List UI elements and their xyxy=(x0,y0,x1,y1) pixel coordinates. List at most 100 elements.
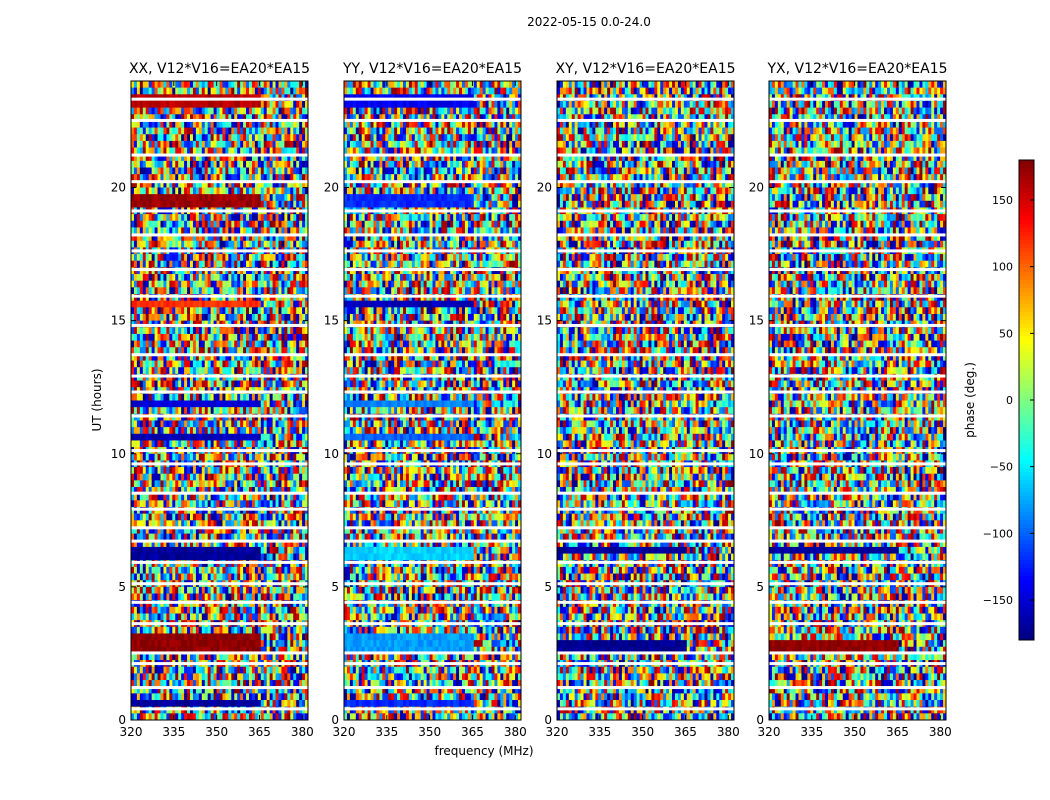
heatmap-cell xyxy=(195,187,200,195)
heatmap-cell xyxy=(246,174,250,182)
heatmap-cell xyxy=(296,407,300,415)
heatmap-cell xyxy=(263,427,268,435)
heatmap-cell xyxy=(225,400,229,408)
heatmap-cell xyxy=(219,333,223,341)
heatmap-cell xyxy=(169,187,173,195)
heatmap-cell xyxy=(192,613,197,621)
heatmap-cell xyxy=(187,120,191,128)
heatmap-cell xyxy=(157,107,161,115)
heatmap-cell xyxy=(181,287,185,295)
heatmap-cell xyxy=(160,274,164,282)
heatmap-cell xyxy=(178,254,182,262)
heatmap-cell xyxy=(187,140,191,148)
heatmap-cell xyxy=(281,234,285,242)
heatmap-cell xyxy=(192,500,197,508)
heatmap-cell xyxy=(272,327,276,335)
heatmap-cell xyxy=(213,260,217,268)
heatmap-cell xyxy=(133,107,138,115)
heatmap-cell xyxy=(148,407,153,415)
heatmap-cell xyxy=(131,633,135,641)
heatmap-cell xyxy=(266,234,271,242)
heatmap-cell xyxy=(187,227,191,235)
heatmap-cell xyxy=(160,393,164,401)
heatmap-cell xyxy=(243,380,247,388)
heatmap-cell xyxy=(181,487,185,495)
heatmap-cell xyxy=(163,420,167,428)
heatmap-cell xyxy=(169,573,173,581)
heatmap-cell xyxy=(145,487,150,495)
heatmap-cell xyxy=(219,180,223,188)
heatmap-cell xyxy=(181,300,185,308)
heatmap-cell xyxy=(260,360,265,368)
heatmap-cell xyxy=(222,307,226,315)
heatmap-cell xyxy=(287,147,291,155)
heatmap-cell xyxy=(219,367,223,375)
heatmap-cell xyxy=(234,140,238,148)
heatmap-cell xyxy=(246,154,250,162)
heatmap-cell xyxy=(178,307,182,315)
heatmap-cell xyxy=(169,546,173,554)
heatmap-cell xyxy=(131,180,135,188)
heatmap-cell xyxy=(204,353,209,361)
heatmap-cell xyxy=(190,513,194,521)
heatmap-cell xyxy=(299,140,303,148)
heatmap-cell xyxy=(269,553,273,561)
heatmap-cell xyxy=(240,593,244,601)
heatmap-cell xyxy=(251,180,256,188)
heatmap-cell xyxy=(260,120,265,128)
heatmap-cell xyxy=(275,287,279,295)
heatmap-cell xyxy=(225,107,229,115)
heatmap-cell xyxy=(269,200,273,208)
heatmap-cell xyxy=(257,606,262,614)
heatmap-cell xyxy=(222,227,226,235)
heatmap-cell xyxy=(181,134,185,142)
heatmap-cell xyxy=(284,200,288,208)
heatmap-cell xyxy=(293,274,297,282)
heatmap-cell xyxy=(237,540,241,548)
heatmap-cell xyxy=(222,180,226,188)
heatmap-cell xyxy=(263,613,268,621)
heatmap-cell xyxy=(305,313,309,322)
heatmap-cell xyxy=(154,160,158,168)
heatmap-cell xyxy=(240,260,244,268)
heatmap-cell xyxy=(169,127,173,135)
heatmap-cell xyxy=(293,480,297,488)
heatmap-cell xyxy=(195,407,200,415)
heatmap-cell xyxy=(246,260,250,268)
heatmap-cell xyxy=(243,240,247,248)
heatmap-cell xyxy=(195,327,200,335)
heatmap-cell xyxy=(219,427,223,435)
heatmap-cell xyxy=(305,433,309,441)
heatmap-cell xyxy=(228,520,232,528)
heatmap-cell xyxy=(234,473,238,481)
heatmap-cell xyxy=(198,313,203,322)
heatmap-cell xyxy=(131,380,135,388)
heatmap-cell xyxy=(266,427,271,435)
heatmap-cell xyxy=(198,500,203,508)
heatmap-cell xyxy=(251,360,256,368)
heatmap-cell xyxy=(266,140,271,148)
heatmap-cell xyxy=(195,453,200,461)
heatmap-cell xyxy=(269,606,273,614)
heatmap-cell xyxy=(166,114,170,122)
heatmap-cell xyxy=(207,114,212,122)
heatmap-cell xyxy=(225,274,229,282)
heatmap-cell xyxy=(213,220,217,228)
heatmap-cell xyxy=(243,440,247,448)
heatmap-cell xyxy=(181,433,185,441)
heatmap-cell xyxy=(139,520,144,528)
heatmap-cell xyxy=(275,180,279,188)
heatmap-cell xyxy=(201,526,206,535)
heatmap-cell xyxy=(251,606,256,614)
heatmap-cell xyxy=(133,513,138,521)
heatmap-cell xyxy=(136,240,141,248)
heatmap-cell xyxy=(184,234,188,242)
heatmap-cell xyxy=(228,586,232,594)
heatmap-cell xyxy=(213,167,217,175)
heatmap-cell xyxy=(231,127,235,135)
heatmap-cell xyxy=(133,327,138,335)
heatmap-cell xyxy=(163,120,167,128)
heatmap-cell xyxy=(157,214,161,222)
heatmap-cell xyxy=(246,473,250,481)
heatmap-cell xyxy=(222,500,226,508)
